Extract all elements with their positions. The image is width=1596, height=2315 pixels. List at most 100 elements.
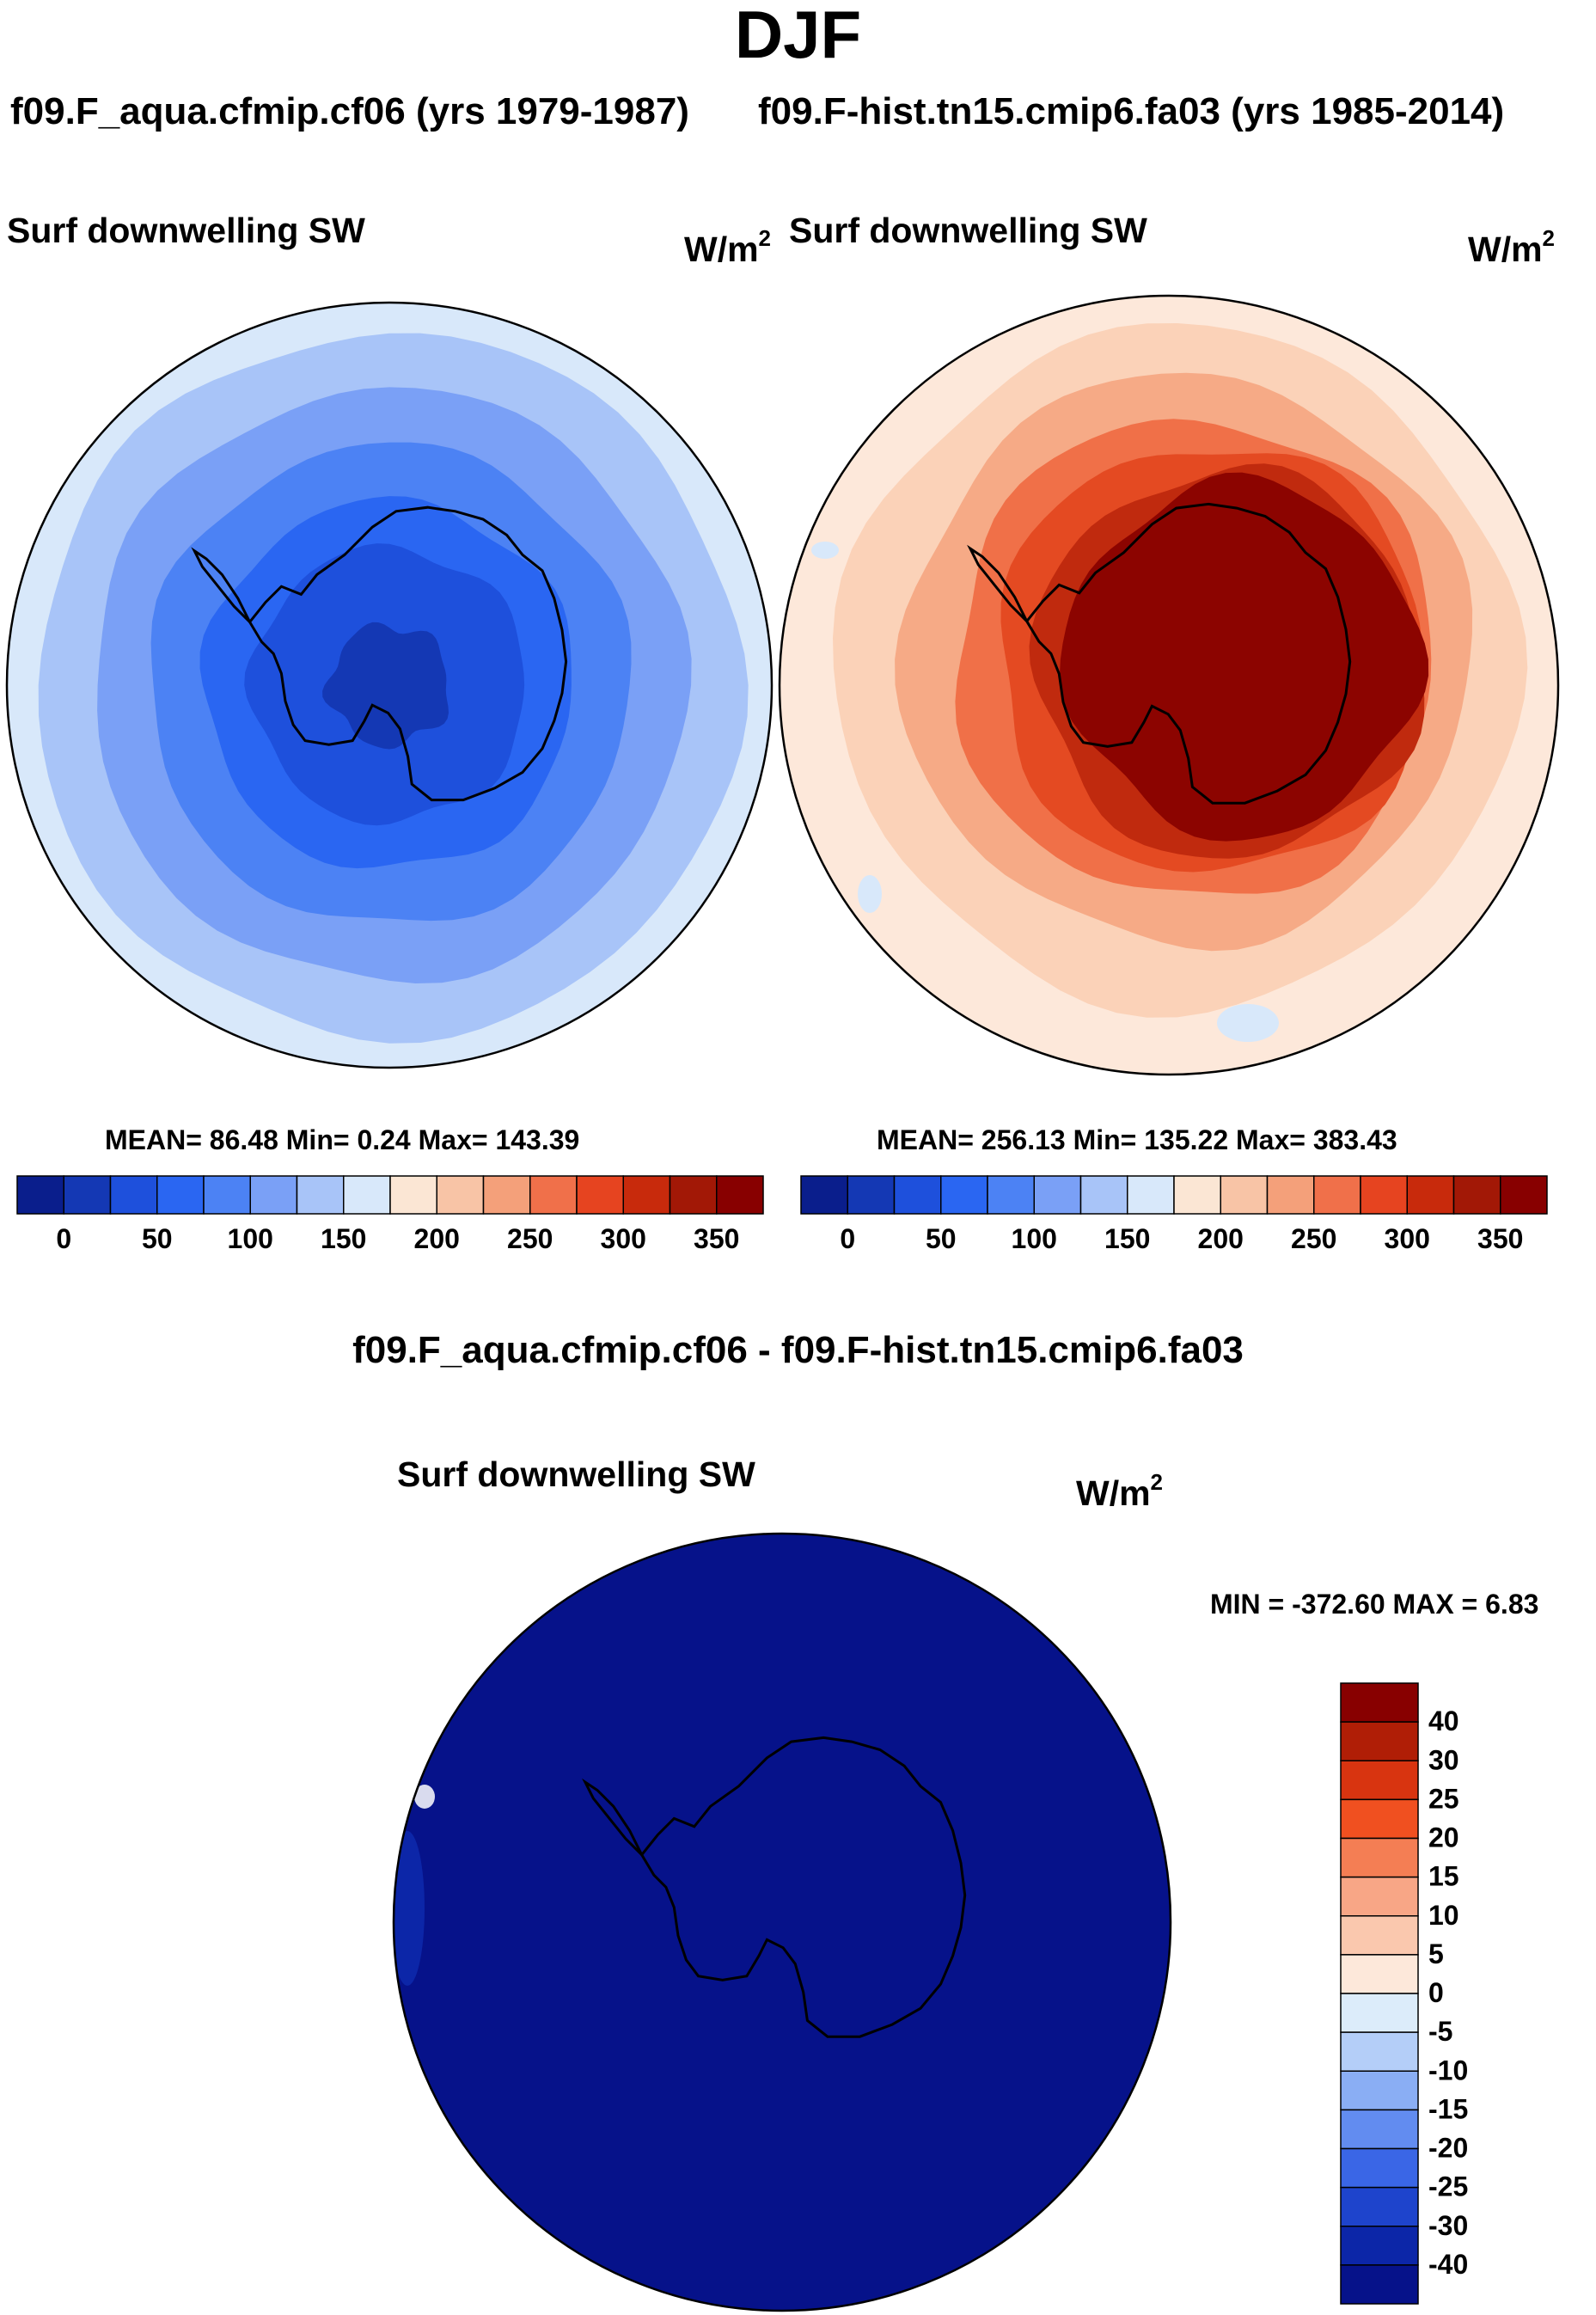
colorbar-swatch — [1340, 2031, 1419, 2072]
colorbar-swatch — [1340, 1721, 1419, 1761]
colorbar-tick-label: 300 — [601, 1223, 646, 1254]
antarctic-peninsula — [582, 1778, 644, 1856]
colorbar-swatch — [576, 1175, 624, 1215]
colorbar-tick-label: -5 — [1428, 2016, 1452, 2047]
colorbar-swatch — [389, 1175, 437, 1215]
colorbar-tick-label: 0 — [840, 1223, 855, 1254]
colorbar-swatch — [847, 1175, 896, 1215]
colorbar-swatch — [343, 1175, 391, 1215]
colorbar-tick-label: 100 — [1012, 1223, 1057, 1254]
left-coastline — [191, 505, 568, 802]
colorbar-swatch — [1173, 1175, 1221, 1215]
colorbar-tick-label: 40 — [1428, 1706, 1459, 1736]
colorbar-swatch — [1406, 1175, 1455, 1215]
left-stats: MEAN= 86.48 Min= 0.24 Max= 143.39 — [105, 1124, 580, 1155]
colorbar-tick-label: 15 — [1428, 1861, 1459, 1892]
colorbar-tick-label: 150 — [1104, 1223, 1150, 1254]
left-units: W/m2 — [684, 225, 772, 269]
colorbar-tick-label: -40 — [1428, 2249, 1468, 2280]
colorbar-tick-label: -30 — [1428, 2210, 1468, 2241]
colorbar-tick-label: -10 — [1428, 2055, 1468, 2085]
colorbar-swatch — [1340, 1760, 1419, 1801]
colorbar-swatch — [893, 1175, 942, 1215]
colorbar-tick-label: 250 — [1291, 1223, 1336, 1254]
colorbar-swatch — [63, 1175, 112, 1215]
right-low-value-patch — [1217, 1004, 1279, 1042]
right-variable-title: Surf downwelling SW — [789, 211, 1147, 250]
right-stats: MEAN= 256.13 Min= 135.22 Max= 383.43 — [877, 1124, 1397, 1155]
antarctica-coastline — [639, 1736, 967, 2038]
colorbar-tick-label: -20 — [1428, 2133, 1468, 2164]
colorbar-tick-label: -25 — [1428, 2171, 1468, 2202]
colorbar-tick-label: 50 — [926, 1223, 957, 1254]
colorbar-swatch — [249, 1175, 298, 1215]
colorbar-swatch — [1500, 1175, 1548, 1215]
right-low-value-patch — [858, 875, 882, 913]
colorbar-swatch — [1340, 1915, 1419, 1956]
right-units: W/m2 — [1468, 225, 1556, 269]
colorbar-tick-label: 200 — [1198, 1223, 1244, 1254]
colorbar-swatch — [940, 1175, 988, 1215]
colorbar-tick-label: 50 — [142, 1223, 173, 1254]
colorbar-tick-label: 300 — [1385, 1223, 1430, 1254]
colorbar-swatch — [1220, 1175, 1269, 1215]
colorbar-swatch — [1340, 1837, 1419, 1878]
diff-map-border — [392, 1532, 1172, 2312]
colorbar-swatch — [1313, 1175, 1361, 1215]
right-case-title: f09.F-hist.tn15.cmip6.fa03 (yrs 1985-201… — [758, 90, 1505, 132]
colorbar-swatch — [1340, 1993, 1419, 2033]
colorbar-swatch — [1340, 2226, 1419, 2266]
colorbar-tick-label: 0 — [56, 1223, 71, 1254]
right-coastline — [967, 502, 1352, 805]
left-case-title: f09.F_aqua.cfmip.cf06 (yrs 1979-1987) — [10, 90, 689, 132]
colorbar-tick-label: 200 — [414, 1223, 460, 1254]
diff-positive-patch — [414, 1785, 435, 1809]
diff-coastline — [582, 1736, 967, 2038]
colorbar-swatch — [1079, 1175, 1128, 1215]
left-colorbar: 0 50 100 150 200 250 300 350 — [16, 1175, 764, 1254]
antarctic-peninsula — [967, 544, 1029, 622]
colorbar-swatch — [109, 1175, 158, 1215]
colorbar-swatch — [1340, 2109, 1419, 2150]
colorbar-tick-label: 10 — [1428, 1900, 1459, 1931]
left-map — [7, 303, 772, 1068]
antarctic-peninsula — [191, 547, 251, 623]
right-map-border — [778, 294, 1560, 1076]
diff-units: W/m2 — [1076, 1469, 1164, 1513]
colorbar-tick-label: 30 — [1428, 1744, 1459, 1775]
colorbar-tick-label: -15 — [1428, 2093, 1468, 2124]
colorbar-swatch — [1340, 1798, 1419, 1840]
antarctica-coastline — [1024, 502, 1352, 805]
colorbar-swatch — [436, 1175, 485, 1215]
right-contour-band — [1059, 472, 1429, 842]
colorbar-swatch — [1340, 1682, 1419, 1723]
colorbar-swatch — [800, 1175, 848, 1215]
diff-title: f09.F_aqua.cfmip.cf06 - f09.F-hist.tn15.… — [352, 1329, 1244, 1371]
colorbar-tick-label: 150 — [321, 1223, 366, 1254]
colorbar-swatch — [1127, 1175, 1175, 1215]
right-map — [780, 296, 1558, 1075]
colorbar-swatch — [1266, 1175, 1315, 1215]
colorbar-swatch — [296, 1175, 345, 1215]
diff-variable-title: Surf downwelling SW — [397, 1455, 755, 1494]
colorbar-swatch — [716, 1175, 764, 1215]
colorbar-swatch — [1033, 1175, 1082, 1215]
left-map-border — [5, 301, 774, 1069]
colorbar-tick-label: 5 — [1428, 1938, 1444, 1969]
colorbar-swatch — [1340, 1876, 1419, 1917]
colorbar-swatch — [1340, 2264, 1419, 2305]
colorbar-swatch — [987, 1175, 1035, 1215]
right-colorbar: 0 50 100 150 200 250 300 350 — [800, 1175, 1548, 1254]
colorbar-swatch — [16, 1175, 64, 1215]
season-title: DJF — [734, 0, 862, 72]
colorbar-swatch — [622, 1175, 671, 1215]
colorbar-swatch — [669, 1175, 718, 1215]
left-contour-band — [322, 622, 449, 750]
right-low-value-patch — [811, 542, 839, 559]
colorbar-tick-label: 250 — [507, 1223, 553, 1254]
colorbar-swatch — [1452, 1175, 1501, 1215]
diff-stats: MIN = -372.60 MAX = 6.83 — [1210, 1589, 1539, 1620]
left-variable-title: Surf downwelling SW — [7, 211, 365, 250]
colorbar-swatch — [482, 1175, 531, 1215]
